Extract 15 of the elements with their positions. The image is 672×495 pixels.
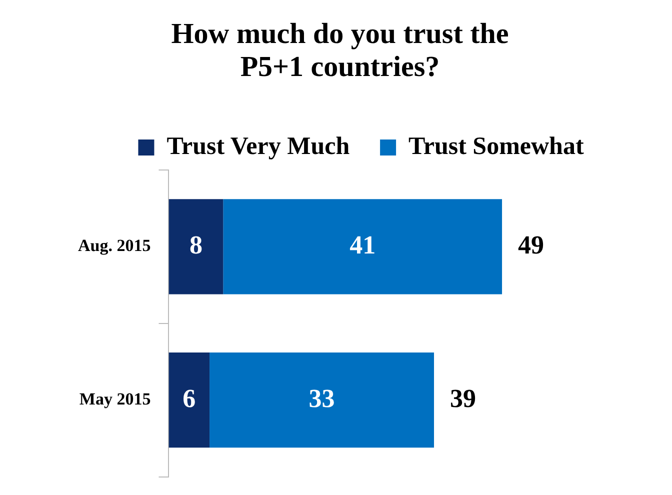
data-label: 33: [308, 384, 335, 413]
legend-label: Trust Somewhat: [408, 132, 584, 160]
bar: [168, 352, 210, 448]
bar: [210, 352, 434, 448]
bar: [168, 199, 224, 294]
data-label: 8: [189, 230, 202, 260]
data-label: 6: [182, 384, 196, 413]
legend-label: Trust Very Much: [166, 132, 350, 160]
y-tick-label: Aug. 2015: [78, 236, 151, 256]
y-tick-label: May 2015: [79, 389, 151, 408]
total-label: 39: [450, 384, 476, 413]
data-label: 41: [350, 230, 376, 260]
chart-title: How much do you trust the P5+1 countries?: [170, 18, 510, 84]
total-label: 49: [518, 230, 544, 260]
bar: [223, 199, 502, 294]
